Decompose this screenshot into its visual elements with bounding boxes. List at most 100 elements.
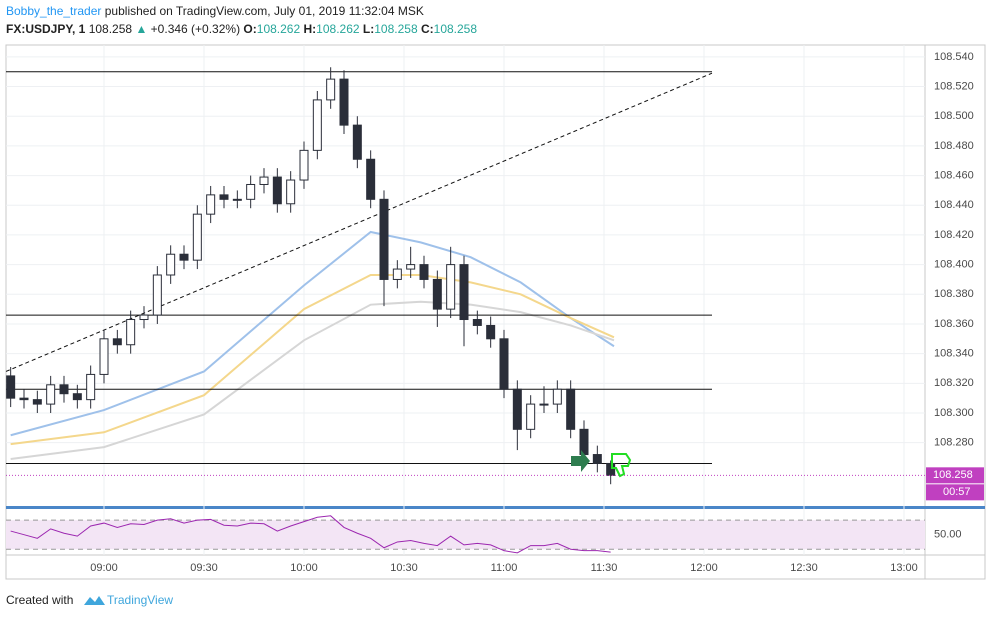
y-tick-label: 108.440 bbox=[934, 199, 974, 211]
candle-body bbox=[32, 399, 42, 405]
candle-body bbox=[179, 253, 189, 261]
x-tick-label: 11:00 bbox=[491, 562, 518, 574]
header-line: Bobby_the_trader published on TradingVie… bbox=[6, 4, 424, 18]
x-tick-label: 09:00 bbox=[90, 562, 118, 574]
y-tick-label: 108.320 bbox=[934, 377, 974, 389]
candle-body bbox=[246, 183, 256, 200]
candle-body bbox=[606, 462, 616, 476]
candle-body bbox=[72, 393, 82, 401]
y-tick-label: 108.360 bbox=[934, 318, 974, 330]
candle-body bbox=[352, 124, 362, 160]
y-tick-label: 108.480 bbox=[934, 140, 974, 152]
arrow-icon bbox=[571, 450, 590, 472]
h-label: H: bbox=[304, 22, 317, 36]
candle-body bbox=[6, 375, 16, 399]
candle-body bbox=[459, 264, 469, 321]
last: 108.258 bbox=[89, 22, 133, 36]
candle-body bbox=[286, 179, 296, 205]
candle-body bbox=[512, 388, 522, 430]
candle-body bbox=[99, 338, 109, 375]
arrow: ▲ bbox=[135, 22, 147, 36]
symbol: FX:USDJPY, 1 bbox=[6, 22, 86, 36]
candle-body bbox=[126, 319, 136, 346]
pane-separator bbox=[6, 506, 985, 509]
x-tick-label: 12:00 bbox=[690, 562, 718, 574]
c-value: 108.258 bbox=[434, 22, 478, 36]
candle-body bbox=[539, 403, 549, 406]
candle-body bbox=[592, 454, 602, 464]
y-tick-label: 108.300 bbox=[934, 407, 974, 419]
candle-body bbox=[526, 403, 536, 430]
candle-body bbox=[152, 274, 162, 316]
marks: 108.258 00:57 50.00 bbox=[5, 67, 984, 554]
candle-body bbox=[552, 388, 562, 405]
candle-body bbox=[166, 253, 176, 276]
candle-body bbox=[299, 149, 309, 181]
candle-body bbox=[46, 384, 56, 405]
candle-body bbox=[392, 268, 402, 280]
x-tick-label: 13:00 bbox=[890, 562, 918, 574]
x-tick-label: 10:30 bbox=[390, 562, 418, 574]
trendline bbox=[5, 72, 713, 372]
candle-body bbox=[232, 198, 242, 201]
candle-body bbox=[472, 319, 482, 326]
y-tick-label: 108.280 bbox=[934, 437, 974, 449]
y-tick-label: 108.460 bbox=[934, 169, 974, 181]
published: published on TradingView.com, July 01, 2… bbox=[105, 4, 424, 18]
candle-body bbox=[499, 338, 509, 390]
last-price-box bbox=[926, 467, 984, 484]
candle-body bbox=[419, 264, 429, 280]
candle-body bbox=[112, 338, 122, 346]
moving-average bbox=[10, 300, 615, 460]
candle-body bbox=[406, 264, 416, 270]
countdown-box bbox=[926, 484, 984, 501]
candle-body bbox=[486, 324, 496, 340]
candle-body bbox=[192, 213, 202, 261]
l-value: 108.258 bbox=[374, 22, 418, 36]
tv-logo bbox=[84, 596, 105, 605]
x-tick-label: 09:30 bbox=[190, 562, 218, 574]
author: Bobby_the_trader bbox=[6, 4, 101, 18]
candle-body bbox=[19, 397, 29, 401]
candle-body bbox=[86, 373, 96, 401]
footer-text: Created with bbox=[6, 593, 73, 607]
candle-body bbox=[326, 78, 336, 101]
candle-body bbox=[566, 388, 576, 430]
countdown: 00:57 bbox=[943, 486, 971, 498]
o-value: 108.262 bbox=[257, 22, 301, 36]
y-tick-label: 108.380 bbox=[934, 288, 974, 300]
x-tick-label: 10:00 bbox=[290, 562, 318, 574]
candle-body bbox=[339, 78, 349, 126]
o-label: O: bbox=[243, 22, 256, 36]
frame bbox=[5, 44, 986, 580]
l-label: L: bbox=[363, 22, 374, 36]
h-value: 108.262 bbox=[316, 22, 360, 36]
candle-body bbox=[272, 176, 282, 205]
candle-body bbox=[139, 314, 149, 321]
rsi-line bbox=[10, 515, 611, 554]
c-label: C: bbox=[421, 22, 434, 36]
y-tick-label: 108.520 bbox=[934, 80, 974, 92]
rsi-tick-label: 50.00 bbox=[934, 529, 962, 541]
last-price-label: 108.258 bbox=[933, 469, 973, 481]
thumb-icon bbox=[611, 453, 632, 478]
candle-body bbox=[366, 158, 376, 200]
y-tick-label: 108.420 bbox=[934, 229, 974, 241]
candle-body bbox=[312, 99, 322, 151]
y-tick-label: 108.400 bbox=[934, 259, 974, 271]
candle-body bbox=[379, 198, 389, 280]
candle-body bbox=[206, 194, 216, 215]
footer-brand: TradingView bbox=[107, 593, 173, 607]
candle-body bbox=[219, 194, 229, 200]
x-tick-label: 12:30 bbox=[790, 562, 818, 574]
candle-body bbox=[259, 176, 269, 185]
x-tick-label: 11:30 bbox=[591, 562, 618, 574]
candle-body bbox=[59, 384, 69, 395]
candle-body bbox=[432, 278, 442, 310]
y-tick-label: 108.500 bbox=[934, 110, 974, 122]
candle-body bbox=[446, 264, 456, 310]
y-tick-label: 108.540 bbox=[934, 51, 974, 63]
ticker-line: FX:USDJPY, 1 108.258 ▲ +0.346 (+0.32%) O… bbox=[6, 22, 477, 36]
